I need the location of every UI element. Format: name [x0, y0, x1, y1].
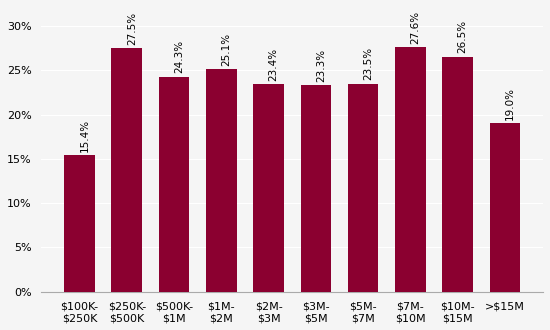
Bar — [442, 57, 473, 292]
Text: 27.5%: 27.5% — [127, 12, 137, 45]
Text: 23.5%: 23.5% — [363, 47, 373, 80]
Bar — [253, 84, 284, 292]
Text: 15.4%: 15.4% — [80, 119, 90, 152]
Bar — [159, 77, 189, 292]
Text: 25.1%: 25.1% — [221, 33, 232, 66]
Text: 23.4%: 23.4% — [268, 48, 279, 81]
Bar — [490, 123, 520, 292]
Bar — [206, 69, 236, 292]
Bar — [395, 47, 426, 292]
Bar — [300, 85, 331, 292]
Text: 24.3%: 24.3% — [174, 40, 184, 73]
Bar — [348, 83, 378, 292]
Text: 26.5%: 26.5% — [458, 20, 468, 53]
Text: 27.6%: 27.6% — [410, 11, 420, 44]
Bar — [112, 48, 142, 292]
Text: 19.0%: 19.0% — [505, 87, 515, 120]
Text: 23.3%: 23.3% — [316, 49, 326, 82]
Bar — [64, 155, 95, 292]
